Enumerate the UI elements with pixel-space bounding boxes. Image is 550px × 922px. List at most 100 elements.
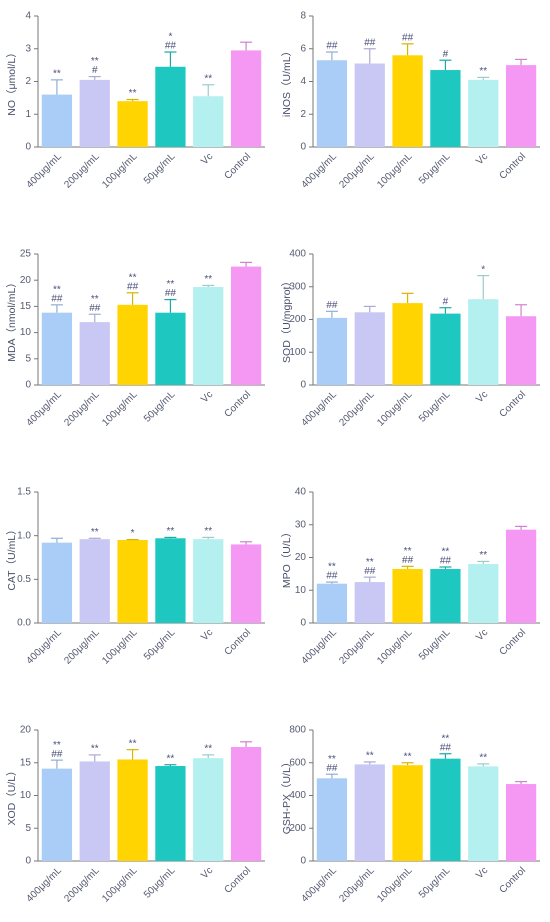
bar (392, 569, 422, 623)
error-bar (164, 537, 176, 538)
bar (506, 316, 536, 385)
y-tick-label: 0 (300, 856, 306, 867)
y-tick-label: 0 (25, 142, 31, 153)
error-bar (364, 577, 376, 582)
y-tick-label: 1.0 (17, 530, 31, 541)
y-tick-label: 0 (300, 142, 306, 153)
x-tick-label: 50μg/mL (142, 865, 178, 901)
error-bar (326, 52, 338, 60)
significance-label: ## (440, 742, 452, 753)
x-tick-label: Control (222, 389, 253, 420)
significance-label: ** (479, 66, 487, 77)
significance-label: ** (366, 751, 374, 762)
y-tick-label: 100 (289, 347, 306, 358)
y-tick-label: 400 (289, 249, 306, 260)
error-bar (515, 782, 527, 784)
x-tick-label: 200μg/mL (337, 151, 377, 191)
significance-label: ** (167, 753, 175, 764)
y-tick-label: 10 (20, 327, 32, 338)
bar (231, 50, 261, 147)
bar (42, 313, 72, 385)
x-tick-label: 200μg/mL (337, 865, 377, 905)
y-tick-label: 15 (20, 301, 32, 312)
x-tick-label: Vc (199, 151, 215, 167)
x-tick-label: 100μg/mL (375, 151, 415, 191)
y-axis-label: CAT（U/mL） (6, 524, 18, 590)
significance-label: ## (440, 556, 452, 567)
x-tick-label: Control (497, 389, 528, 420)
x-tick-label: Vc (474, 627, 490, 643)
bar (155, 67, 185, 147)
error-bar (477, 764, 489, 766)
significance-label: ## (127, 281, 139, 292)
error-bar (326, 311, 338, 318)
bar (155, 538, 185, 623)
y-axis-label: iNOS（U/mL） (281, 46, 293, 117)
error-bar (89, 314, 101, 322)
y-tick-label: 4 (25, 11, 31, 22)
bar (392, 303, 422, 385)
y-tick-label: 0 (25, 380, 31, 391)
significance-label: ** (53, 69, 61, 80)
significance-label: ## (364, 566, 376, 577)
x-tick-label: 50μg/mL (417, 627, 453, 663)
significance-label: # (92, 65, 98, 76)
error-bar (240, 542, 252, 545)
significance-label: ## (165, 41, 177, 52)
error-bar (439, 567, 451, 569)
y-tick-label: 40 (295, 487, 307, 498)
error-bar (89, 77, 101, 80)
error-bar (402, 44, 414, 55)
y-tick-label: 0 (300, 618, 306, 629)
error-bar (240, 42, 252, 50)
x-tick-label: 100μg/mL (100, 151, 140, 191)
error-bar (515, 305, 527, 316)
bar (117, 540, 147, 623)
x-tick-label: 50μg/mL (142, 151, 178, 187)
bar (506, 530, 536, 623)
significance-label: ** (404, 751, 412, 762)
error-bar (202, 755, 214, 758)
y-tick-label: 10 (295, 585, 307, 596)
y-tick-label: 600 (289, 757, 306, 768)
significance-label: ## (326, 763, 338, 774)
error-bar (202, 537, 214, 539)
x-tick-label: 200μg/mL (62, 389, 102, 429)
x-tick-label: 400μg/mL (25, 389, 65, 429)
significance-label: ** (479, 753, 487, 764)
significance-label: ## (364, 37, 376, 48)
error-bar (202, 85, 214, 96)
error-bar (326, 582, 338, 584)
bar (193, 287, 223, 385)
y-tick-label: 20 (295, 552, 307, 563)
y-tick-label: 0.5 (17, 574, 31, 585)
y-tick-label: 800 (289, 725, 306, 736)
error-bar (326, 774, 338, 778)
significance-label: # (443, 296, 449, 307)
x-tick-label: Vc (199, 865, 215, 881)
x-tick-label: 400μg/mL (300, 865, 340, 905)
error-bar (240, 262, 252, 266)
error-bar (477, 561, 489, 564)
bar (468, 80, 498, 147)
y-tick-label: 0.0 (17, 618, 31, 629)
chart-panel: MDA（nmol/mL）0510152025400μg/mL**##200μg/… (6, 249, 265, 429)
bar (468, 564, 498, 623)
error-bar (402, 566, 414, 569)
y-tick-label: 300 (289, 281, 306, 292)
y-tick-label: 1.5 (17, 487, 31, 498)
chart-panel: CAT（U/mL）0.00.51.01.5400μg/mL200μg/mL**1… (6, 487, 265, 667)
bar (155, 313, 185, 385)
chart-panel: MPO（U/L）010203040400μg/mL**##200μg/mL**#… (281, 487, 540, 667)
error-bar (51, 305, 63, 313)
significance-label: ** (479, 550, 487, 561)
significance-label: ** (91, 527, 99, 538)
significance-label: ** (204, 274, 212, 285)
x-tick-label: Control (497, 865, 528, 896)
y-tick-label: 4 (300, 76, 306, 87)
x-tick-label: 100μg/mL (100, 389, 140, 429)
y-tick-label: 3 (25, 43, 31, 54)
significance-label: ** (204, 526, 212, 537)
bar (231, 544, 261, 623)
error-bar (51, 538, 63, 542)
